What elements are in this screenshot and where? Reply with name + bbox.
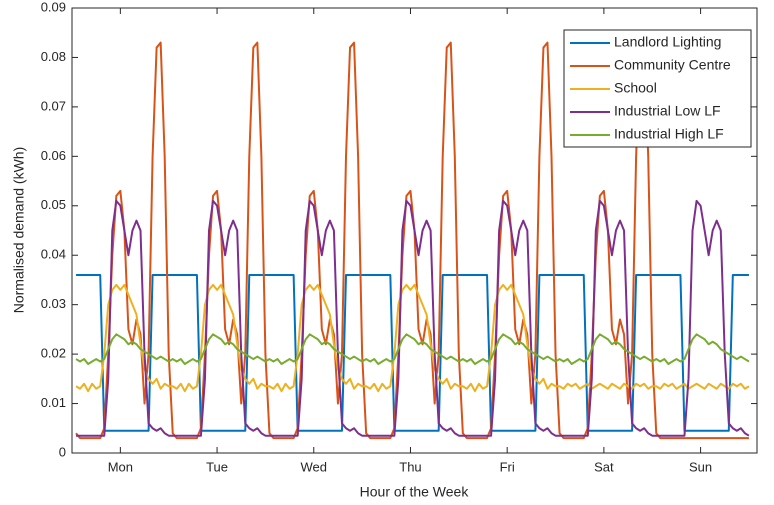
y-tick-label: 0 — [59, 444, 66, 459]
x-tick-label: Sun — [689, 459, 712, 474]
legend-label: Community Centre — [614, 57, 731, 73]
y-axis-label: Normalised demand (kWh) — [11, 147, 27, 314]
y-tick-label: 0.03 — [41, 296, 66, 311]
x-tick-label: Mon — [108, 459, 133, 474]
axes-box — [71, 7, 758, 454]
y-tick-label: 0.05 — [41, 197, 66, 212]
legend-label: Industrial Low LF — [614, 103, 721, 119]
legend-label: School — [614, 80, 657, 96]
y-tick-label: 0.07 — [41, 98, 66, 113]
x-tick-label: Wed — [301, 459, 328, 474]
x-tick-label: Tue — [206, 459, 228, 474]
series-line — [75, 283, 750, 393]
y-tick-label: 0.02 — [41, 346, 66, 361]
y-tick-label: 0.01 — [41, 395, 66, 410]
y-tick-label: 0.06 — [41, 148, 66, 163]
legend-label: Landlord Lighting — [614, 34, 721, 50]
series-line — [76, 274, 749, 432]
y-tick-label: 0.09 — [41, 0, 66, 14]
x-tick-label: Thu — [399, 459, 421, 474]
y-tick-label: 0.08 — [41, 49, 66, 64]
legend-label: Industrial High LF — [614, 126, 724, 142]
x-axis-label: Hour of the Week — [360, 484, 470, 500]
x-tick-label: Fri — [500, 459, 515, 474]
x-tick-label: Sat — [594, 459, 614, 474]
y-tick-label: 0.04 — [41, 247, 66, 262]
series-line — [76, 199, 750, 437]
series-line — [75, 333, 750, 365]
